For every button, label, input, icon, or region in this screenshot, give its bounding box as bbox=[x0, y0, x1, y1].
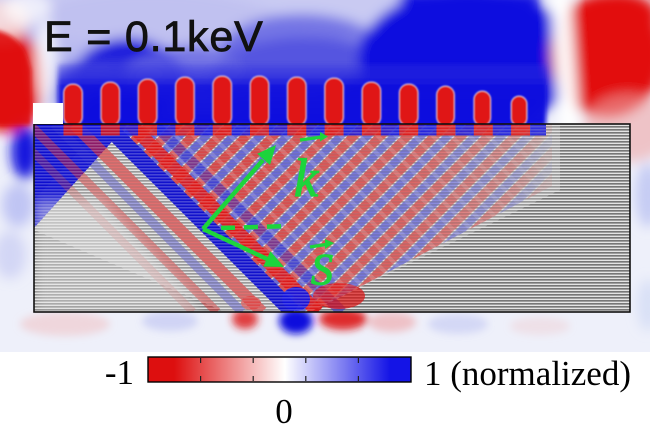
svg-text:-1: -1 bbox=[105, 353, 134, 392]
svg-text:1 (normalized): 1 (normalized) bbox=[424, 354, 631, 393]
svg-text:k: k bbox=[294, 148, 319, 208]
svg-text:0: 0 bbox=[275, 392, 293, 431]
svg-text:E = 0.1keV: E = 0.1keV bbox=[44, 13, 264, 61]
svg-text:S: S bbox=[311, 245, 333, 294]
